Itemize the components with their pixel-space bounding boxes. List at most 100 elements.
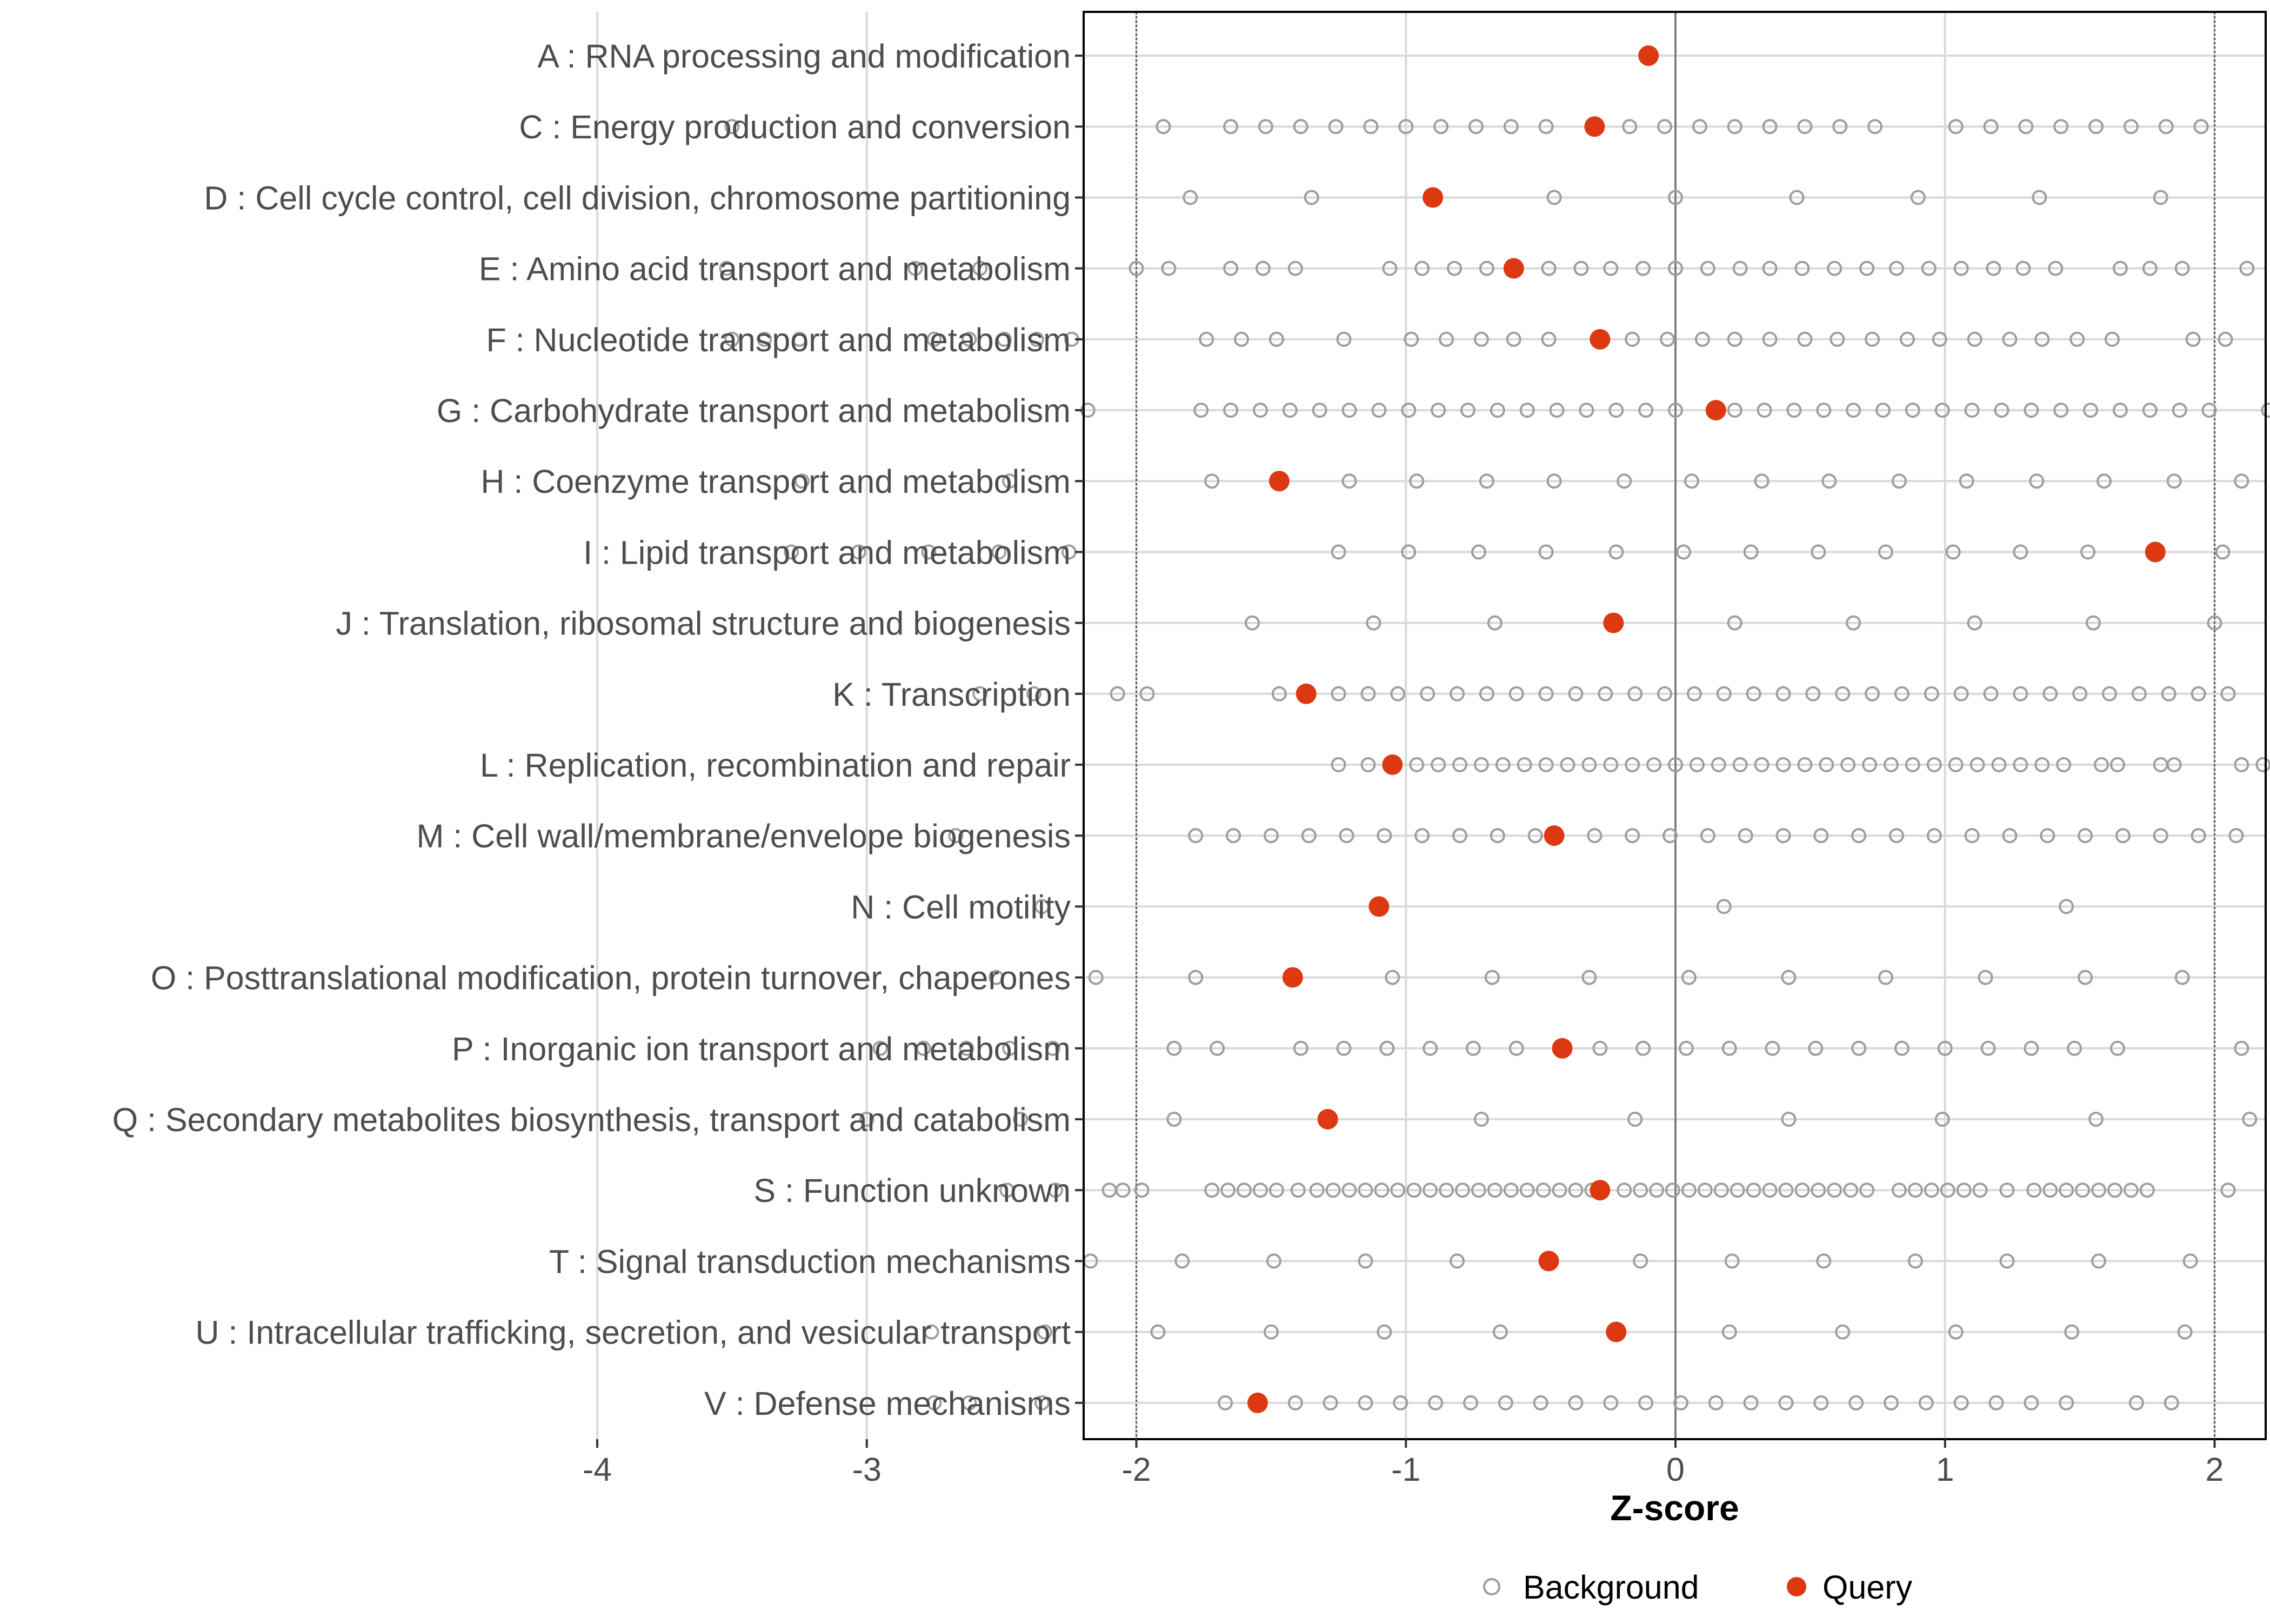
background-point [1894, 686, 1910, 701]
background-point [1625, 828, 1640, 844]
background-point [1581, 757, 1597, 772]
x-axis: -4-3-2-101234Z-score [583, 1439, 2224, 1528]
background-point [1101, 1182, 1117, 1198]
background-point [1587, 828, 1603, 844]
background-point [1746, 686, 1761, 701]
background-point [1134, 1182, 1150, 1198]
background-point [1732, 757, 1748, 772]
background-point [1978, 970, 1993, 985]
background-point [1878, 544, 1894, 560]
background-point [2002, 331, 2018, 347]
x-tick-label: -4 [583, 1451, 612, 1488]
background-point [1959, 473, 1974, 489]
legend-query-marker [1787, 1577, 1806, 1596]
background-point [1379, 1040, 1395, 1056]
background-point [1638, 403, 1654, 418]
background-point [1775, 828, 1791, 844]
x-tick-label: 0 [1666, 1451, 1685, 1488]
background-point [2112, 403, 2128, 418]
background-point [1581, 970, 1597, 985]
background-point [1816, 1253, 1832, 1269]
background-point [2207, 615, 2222, 631]
background-point [1568, 1395, 1584, 1411]
query-point [1317, 1109, 1338, 1130]
query-point [1382, 754, 1403, 775]
background-point [1503, 119, 1519, 135]
background-point [1390, 686, 1406, 701]
background-point [1385, 970, 1400, 985]
background-point [2166, 473, 2182, 489]
background-point [2220, 686, 2236, 701]
background-point [1778, 1182, 1794, 1198]
query-point [1544, 825, 1565, 846]
background-point [972, 260, 988, 276]
background-point [2215, 544, 2231, 560]
background-point [1991, 757, 2007, 772]
background-point [1867, 119, 1883, 135]
background-point [972, 686, 988, 701]
background-point [1668, 260, 1683, 276]
background-point [1921, 260, 1937, 276]
background-point [1363, 119, 1379, 135]
background-point [1271, 686, 1287, 701]
background-point [1627, 1112, 1643, 1127]
background-point [2123, 1182, 2139, 1198]
background-point [1625, 331, 1640, 347]
y-tick-label: H : Coenzyme transport and metabolism [480, 463, 1071, 500]
background-point [1490, 403, 1505, 418]
y-tick-label: F : Nucleotide transport and metabolism [486, 322, 1071, 358]
background-point [2185, 331, 2201, 347]
background-point [2107, 1182, 2122, 1198]
background-point [1781, 970, 1797, 985]
query-point [1282, 967, 1303, 988]
background-point [1910, 190, 1926, 205]
background-point [1360, 757, 1376, 772]
y-tick-label: U : Intracellular trafficking, secretion… [196, 1314, 1071, 1351]
y-axis: A : RNA processing and modification C : E… [112, 38, 1084, 1422]
background-point [2015, 260, 2031, 276]
legend-background-marker [1483, 1578, 1500, 1595]
background-point [2059, 1182, 2074, 1198]
background-point [1727, 331, 1742, 347]
background-point [1479, 686, 1494, 701]
background-point [1813, 828, 1829, 844]
background-point [1775, 757, 1791, 772]
background-point [1937, 1040, 1953, 1056]
background-point [1721, 1040, 1737, 1056]
background-point [1633, 1182, 1648, 1198]
background-point [2261, 403, 2270, 418]
background-point [1649, 1182, 1665, 1198]
x-tick-label: -3 [852, 1451, 882, 1488]
background-point [2053, 403, 2069, 418]
background-point [2220, 1182, 2236, 1198]
background-point [1088, 970, 1104, 985]
background-point [1431, 757, 1446, 772]
background-point [2072, 686, 2088, 701]
reference-lines [1136, 12, 2215, 1439]
background-point [2242, 1112, 2258, 1127]
y-tick-label: K : Transcription [832, 676, 1071, 713]
background-point [2182, 1253, 2198, 1269]
background-point [794, 473, 810, 489]
background-point [1967, 331, 1982, 347]
background-point [851, 544, 866, 560]
background-point [1503, 1182, 1519, 1198]
background-point [1473, 331, 1489, 347]
background-point [1358, 1395, 1373, 1411]
background-point [1045, 1040, 1060, 1056]
background-point [1608, 403, 1624, 418]
background-point [2064, 1324, 2080, 1340]
background-point [2018, 119, 2034, 135]
background-point [1926, 828, 1942, 844]
background-point [1721, 1324, 1737, 1340]
background-point [1234, 331, 1250, 347]
background-point [1034, 899, 1050, 914]
background-point [2234, 757, 2249, 772]
background-point [2172, 403, 2187, 418]
background-point [2024, 1395, 2039, 1411]
background-point [1409, 757, 1425, 772]
background-point [2059, 1395, 2074, 1411]
background-point [2002, 828, 2018, 844]
background-point [1439, 1182, 1454, 1198]
background-point [1517, 757, 1532, 772]
